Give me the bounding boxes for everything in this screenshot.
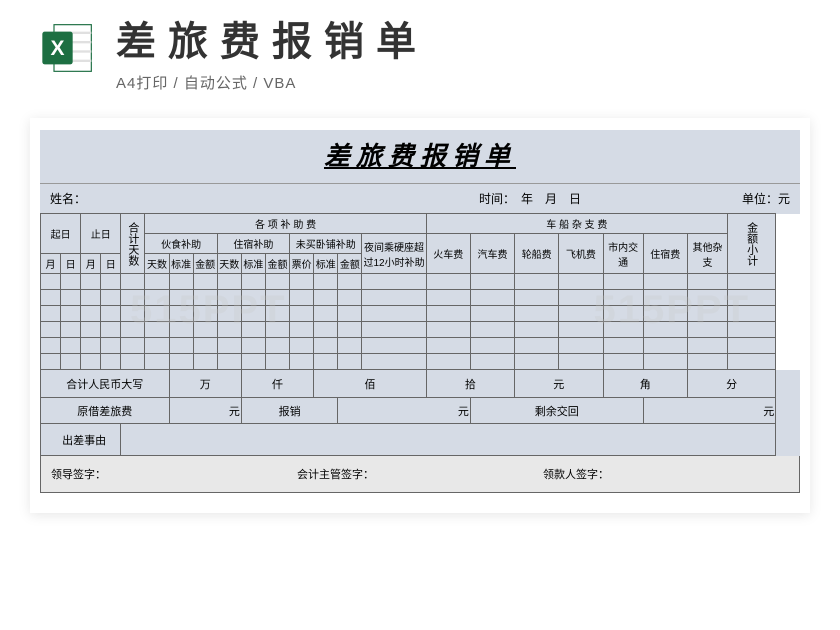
header-bus: 汽车费 (470, 234, 514, 274)
loan-reimburse: 报销 (241, 398, 337, 424)
header-standard: 标准 (169, 254, 193, 274)
total-wan: 万 (169, 370, 241, 398)
loan-yuan: 元 (338, 398, 471, 424)
accountant-sign: 会计主管签字： (297, 466, 543, 482)
header-transport-group: 车 船 杂 支 费 (426, 214, 727, 234)
total-label: 合计人民币大写 (41, 370, 170, 398)
main-title: 差旅费报销单 (116, 20, 810, 64)
loan-row: 原借差旅费 元 报销 元 剩余交回 元 (41, 398, 801, 424)
header-no-berth: 未买卧铺补助 (290, 234, 362, 254)
header-overtime: 夜间乘硬座超过12小时补助 (362, 234, 426, 274)
receiver-sign: 领款人签字： (543, 466, 789, 482)
leader-sign: 领导签字： (51, 466, 297, 482)
header-plane: 飞机费 (559, 234, 603, 274)
svg-text:X: X (50, 37, 64, 60)
table-row (41, 274, 801, 290)
name-label: 姓名： (50, 190, 370, 207)
table-row (41, 290, 801, 306)
subtitle: A4打印 / 自动公式 / VBA (116, 72, 810, 93)
header-standard: 标准 (314, 254, 338, 274)
unit-label: 单位：元 (690, 190, 790, 207)
reason-label: 出差事由 (41, 424, 121, 456)
table-row (41, 354, 801, 370)
loan-yuan: 元 (643, 398, 776, 424)
spreadsheet-preview: 515PPT 515PPT 差旅费报销单 姓名： 时间： 年 月 日 单位：元 … (30, 118, 810, 513)
time-label: 时间： 年 月 日 (370, 190, 690, 207)
header-lodging: 住宿补助 (217, 234, 289, 254)
meta-row: 姓名： 时间： 年 月 日 单位：元 (40, 183, 800, 213)
header-train: 火车费 (426, 234, 470, 274)
total-qian: 仟 (241, 370, 313, 398)
expense-table: 起日 止日 合计天数 各 项 补 助 费 车 船 杂 支 费 金额小计 伙食补助… (40, 213, 800, 456)
header-ship: 轮船费 (515, 234, 559, 274)
table-row (41, 338, 801, 354)
loan-remain: 剩余交回 (470, 398, 643, 424)
header-hotel: 住宿费 (643, 234, 687, 274)
header-start-date: 起日 (41, 214, 81, 254)
header-ticket: 票价 (290, 254, 314, 274)
total-bai: 佰 (314, 370, 427, 398)
header-day: 日 (61, 254, 81, 274)
header-subtotal: 金额小计 (728, 214, 776, 274)
total-yuan: 元 (515, 370, 603, 398)
header-misc: 其他杂支 (687, 234, 727, 274)
table-row (41, 322, 801, 338)
header-amount: 金额 (338, 254, 362, 274)
header-month: 月 (81, 254, 101, 274)
reason-row: 出差事由 (41, 424, 801, 456)
header-total-days: 合计天数 (121, 214, 145, 274)
total-row: 合计人民币大写 万 仟 佰 拾 元 角 分 (41, 370, 801, 398)
template-header: X 差旅费报销单 A4打印 / 自动公式 / VBA (0, 0, 840, 103)
excel-icon: X (40, 20, 96, 76)
title-area: 差旅费报销单 A4打印 / 自动公式 / VBA (116, 20, 810, 93)
loan-yuan: 元 (169, 398, 241, 424)
total-jiao: 角 (603, 370, 687, 398)
header-amount: 金额 (265, 254, 289, 274)
header-days: 天数 (217, 254, 241, 274)
total-fen: 分 (687, 370, 775, 398)
header-food: 伙食补助 (145, 234, 217, 254)
loan-original: 原借差旅费 (41, 398, 170, 424)
signature-row: 领导签字： 会计主管签字： 领款人签字： (40, 456, 800, 493)
header-end-date: 止日 (81, 214, 121, 254)
table-row (41, 306, 801, 322)
header-allowance-group: 各 项 补 助 费 (145, 214, 426, 234)
header-month: 月 (41, 254, 61, 274)
header-days: 天数 (145, 254, 169, 274)
header-amount: 金额 (193, 254, 217, 274)
header-city: 市内交通 (603, 234, 643, 274)
form-title: 差旅费报销单 (40, 130, 800, 183)
total-shi: 拾 (426, 370, 514, 398)
header-day: 日 (101, 254, 121, 274)
header-standard: 标准 (241, 254, 265, 274)
